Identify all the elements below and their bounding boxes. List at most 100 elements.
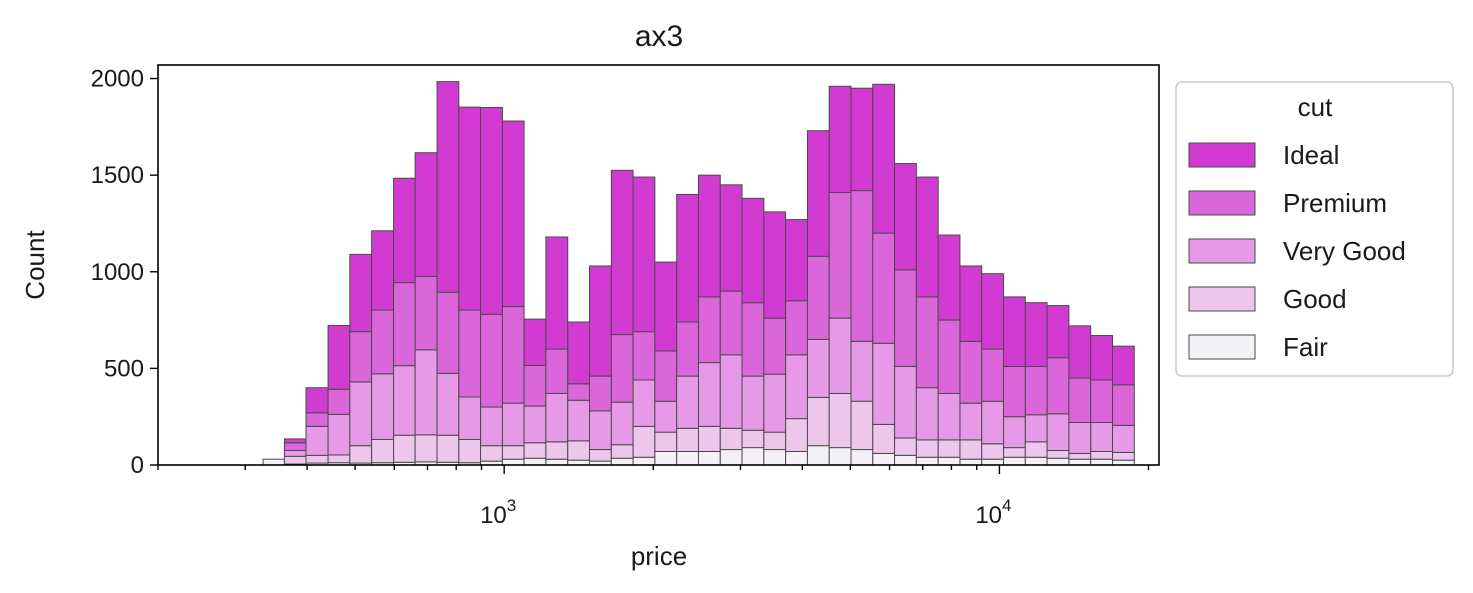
bar-premium-19 xyxy=(676,321,699,377)
bar-premium-37 xyxy=(1068,377,1092,423)
bar-good-24 xyxy=(785,418,808,452)
bar-very-good-39 xyxy=(1112,424,1135,453)
bar-ideal-8 xyxy=(436,81,460,293)
bar-good-9 xyxy=(458,438,482,464)
bar-fair-12 xyxy=(523,457,547,466)
bar-fair-0 xyxy=(262,458,285,466)
bar-premium-35 xyxy=(1024,365,1048,416)
legend: cut Ideal Premium Very Good Good Fair xyxy=(1175,81,1454,377)
bar-premium-28 xyxy=(872,232,896,344)
bar-ideal-37 xyxy=(1068,325,1092,379)
bar-good-30 xyxy=(915,439,939,458)
bar-premium-15 xyxy=(589,375,612,412)
bar-premium-1 xyxy=(283,442,307,452)
bar-good-37 xyxy=(1068,452,1092,460)
legend-label-ideal: Ideal xyxy=(1283,140,1339,170)
bar-fair-13 xyxy=(545,458,569,466)
bar-good-11 xyxy=(501,445,525,460)
bar-ideal-20 xyxy=(697,174,721,298)
bar-good-39 xyxy=(1112,451,1135,461)
bar-fair-31 xyxy=(937,456,961,466)
bar-very-good-3 xyxy=(327,413,351,456)
bar-ideal-31 xyxy=(937,234,961,321)
bar-premium-2 xyxy=(305,412,329,427)
bar-ideal-5 xyxy=(371,230,395,311)
bar-fair-21 xyxy=(719,449,743,466)
y-axis: 0 500 1000 1500 2000 xyxy=(91,66,158,479)
bar-ideal-39 xyxy=(1112,345,1135,386)
bar-good-3 xyxy=(327,454,351,464)
bar-good-21 xyxy=(719,427,743,451)
bar-very-good-32 xyxy=(959,402,983,441)
y-tick-label: 1000 xyxy=(91,259,144,286)
bar-very-good-13 xyxy=(545,393,569,443)
bar-ideal-15 xyxy=(589,265,612,377)
bar-good-19 xyxy=(676,427,699,452)
bar-premium-4 xyxy=(349,331,373,383)
bar-ideal-24 xyxy=(785,219,808,302)
bar-good-13 xyxy=(545,441,569,460)
bar-ideal-21 xyxy=(719,184,743,292)
bar-very-good-9 xyxy=(458,396,482,440)
bar-ideal-27 xyxy=(850,87,874,192)
bar-premium-17 xyxy=(632,331,656,381)
y-tick-label: 500 xyxy=(104,355,144,382)
bar-very-good-4 xyxy=(349,381,373,447)
bar-very-good-22 xyxy=(741,375,765,431)
bar-very-good-28 xyxy=(872,342,896,425)
bar-ideal-25 xyxy=(806,130,830,257)
bar-premium-26 xyxy=(828,192,852,319)
bar-premium-16 xyxy=(610,334,634,403)
bar-fair-17 xyxy=(632,456,656,466)
bar-fair-16 xyxy=(610,457,634,466)
bar-very-good-14 xyxy=(567,399,591,442)
bar-fair-28 xyxy=(872,452,896,466)
bar-ideal-35 xyxy=(1024,302,1048,367)
legend-label-fair: Fair xyxy=(1283,332,1328,362)
bar-ideal-32 xyxy=(959,265,983,342)
bar-ideal-13 xyxy=(545,236,569,350)
bar-good-31 xyxy=(937,439,961,458)
bar-good-20 xyxy=(697,425,721,452)
y-tick-label: 0 xyxy=(131,452,144,479)
bar-very-good-5 xyxy=(371,373,395,440)
legend-label-very-good: Very Good xyxy=(1283,236,1406,266)
bar-ideal-36 xyxy=(1046,305,1070,359)
bar-ideal-23 xyxy=(763,211,787,319)
bar-premium-30 xyxy=(915,296,939,389)
y-axis-label: Count xyxy=(20,230,50,300)
bar-premium-32 xyxy=(959,340,983,404)
bar-fair-36 xyxy=(1046,457,1070,466)
bar-good-23 xyxy=(763,431,787,451)
bar-good-15 xyxy=(589,449,612,462)
bar-very-good-11 xyxy=(501,402,525,447)
bar-ideal-33 xyxy=(981,273,1005,350)
bar-ideal-34 xyxy=(1003,296,1026,367)
bar-ideal-11 xyxy=(501,120,525,308)
legend-swatch-good xyxy=(1188,286,1256,312)
bar-premium-8 xyxy=(436,291,460,374)
bar-very-good-38 xyxy=(1090,421,1113,452)
bar-very-good-18 xyxy=(654,400,678,433)
bar-fair-29 xyxy=(894,454,917,466)
legend-title: cut xyxy=(1298,92,1333,122)
bar-ideal-12 xyxy=(523,318,547,366)
bar-premium-11 xyxy=(501,306,525,404)
bar-ideal-6 xyxy=(393,177,416,284)
legend-swatch-very-good xyxy=(1188,238,1256,264)
bar-premium-21 xyxy=(719,290,743,356)
bar-ideal-3 xyxy=(327,324,351,390)
bar-premium-23 xyxy=(763,317,787,375)
bar-fair-33 xyxy=(981,458,1005,466)
bar-very-good-33 xyxy=(981,400,1005,445)
bar-premium-27 xyxy=(850,190,874,342)
x-tick-label: 103 xyxy=(480,496,516,529)
x-tick-label: 104 xyxy=(975,496,1011,529)
bar-premium-34 xyxy=(1003,365,1026,418)
bar-good-32 xyxy=(959,439,983,460)
x-axis: 103 104 xyxy=(157,465,1150,529)
bar-very-good-25 xyxy=(806,338,830,398)
bar-ideal-9 xyxy=(458,106,482,311)
bar-fair-24 xyxy=(785,450,808,466)
bar-very-good-21 xyxy=(719,354,743,429)
